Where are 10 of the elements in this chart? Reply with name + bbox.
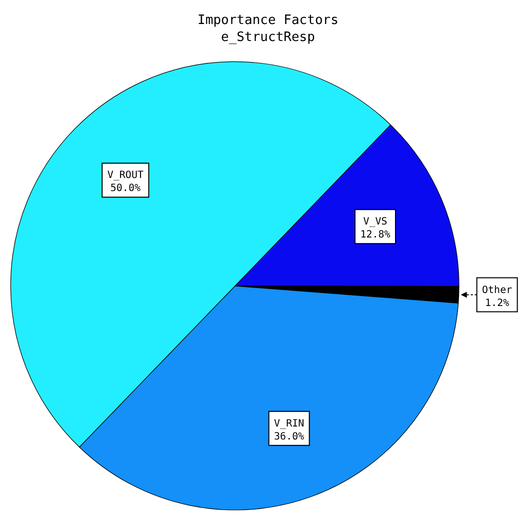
slice-label: V_RIN [274, 418, 304, 430]
slice-label: V_ROUT [107, 170, 144, 182]
data-label: 12.8% [360, 230, 390, 241]
data-label: 36.0% [274, 431, 304, 442]
data-label: 1.2% [485, 298, 510, 309]
slice-label: V_VS [363, 216, 388, 228]
chart-title: Importance Factors [198, 13, 338, 28]
legend-label: Other [482, 284, 512, 296]
data-label: 50.0% [110, 183, 140, 194]
chart-subtitle: e_StructResp [221, 30, 316, 45]
